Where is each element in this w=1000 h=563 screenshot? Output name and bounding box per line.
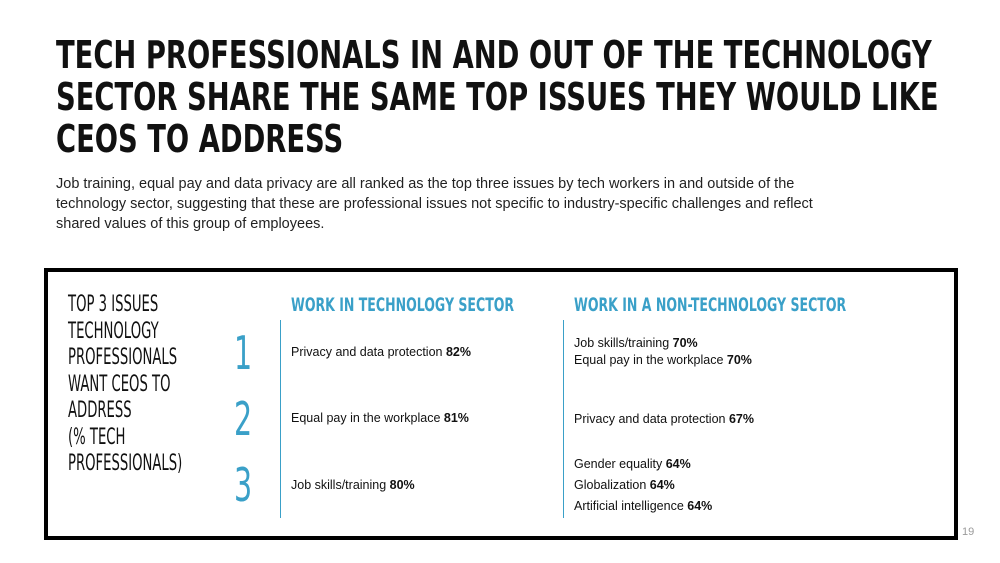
tech-item-value: 81% xyxy=(443,411,469,425)
panel-heading: TOP 3 ISSUES TECHNOLOGY PROFESSIONALS WA… xyxy=(68,292,182,478)
non-tech-item-value: 64% xyxy=(665,457,691,471)
tech-item-value: 80% xyxy=(389,478,415,492)
panel-heading-line: ADDRESS xyxy=(68,398,132,423)
headline: TECH PROFESSIONALS IN AND OUT OF THE TEC… xyxy=(56,33,939,161)
panel-heading-line: PROFESSIONALS xyxy=(68,345,178,370)
subtext: Job training, equal pay and data privacy… xyxy=(56,176,813,232)
non-tech-item-value: 67% xyxy=(728,412,754,426)
rank-1: 1 xyxy=(234,326,253,380)
panel-heading-line: WANT CEOs TO xyxy=(68,371,171,397)
tech-item-label: Privacy and data protection xyxy=(291,345,446,359)
tech-item-value: 82% xyxy=(445,345,471,359)
rank-2: 2 xyxy=(234,392,253,446)
non-tech-item: Job skills/training 70% xyxy=(574,335,698,351)
non-tech-item: Equal pay in the workplace 70% xyxy=(574,352,752,368)
headline-line: CEOs TO ADDRESS xyxy=(56,117,344,161)
tech-item: Privacy and data protection 82% xyxy=(291,344,471,360)
panel-heading-line: PROFESSIONALS) xyxy=(68,451,183,476)
rank-3: 3 xyxy=(234,458,253,512)
non-tech-sector-divider xyxy=(563,320,564,518)
non-tech-item-value: 70% xyxy=(726,353,752,367)
non-tech-sector-title: WORK IN A NON-TECHNOLOGY SECTOR xyxy=(574,294,847,316)
tech-item-label: Equal pay in the workplace xyxy=(291,411,444,425)
headline-line: SECTOR SHARE THE SAME TOP ISSUES THEY WO… xyxy=(56,75,939,119)
non-tech-item-label: Artificial intelligence xyxy=(574,499,688,513)
tech-item-label: Job skills/training xyxy=(291,478,390,492)
non-tech-item-label: Equal pay in the workplace xyxy=(574,353,727,367)
non-tech-item-label: Globalization xyxy=(574,478,650,492)
non-tech-item-label: Gender equality xyxy=(574,457,666,471)
non-tech-item: Privacy and data protection 67% xyxy=(574,411,754,427)
tech-sector-title: WORK IN TECHNOLOGY SECTOR xyxy=(291,294,515,316)
panel-heading-line: TOP 3 ISSUES xyxy=(68,292,159,317)
non-tech-item: Globalization 64% xyxy=(574,477,675,493)
issues-panel: TOP 3 ISSUES TECHNOLOGY PROFESSIONALS WA… xyxy=(44,268,958,540)
non-tech-item-value: 70% xyxy=(672,336,698,350)
tech-item: Job skills/training 80% xyxy=(291,477,415,493)
tech-item: Equal pay in the workplace 81% xyxy=(291,410,469,426)
panel-heading-line: (% TECH xyxy=(68,424,126,450)
non-tech-item: Gender equality 64% xyxy=(574,456,691,472)
non-tech-item-value: 64% xyxy=(687,499,713,513)
non-tech-item-label: Privacy and data protection xyxy=(574,412,729,426)
non-tech-item: Artificial intelligence 64% xyxy=(574,498,712,514)
page-number: 19 xyxy=(962,526,975,538)
tech-sector-divider xyxy=(280,320,281,518)
panel-heading-line: TECHNOLOGY xyxy=(68,318,159,344)
headline-line: TECH PROFESSIONALS IN AND OUT OF THE TEC… xyxy=(56,33,932,77)
non-tech-item-label: Job skills/training xyxy=(574,336,673,350)
non-tech-item-value: 64% xyxy=(649,478,675,492)
